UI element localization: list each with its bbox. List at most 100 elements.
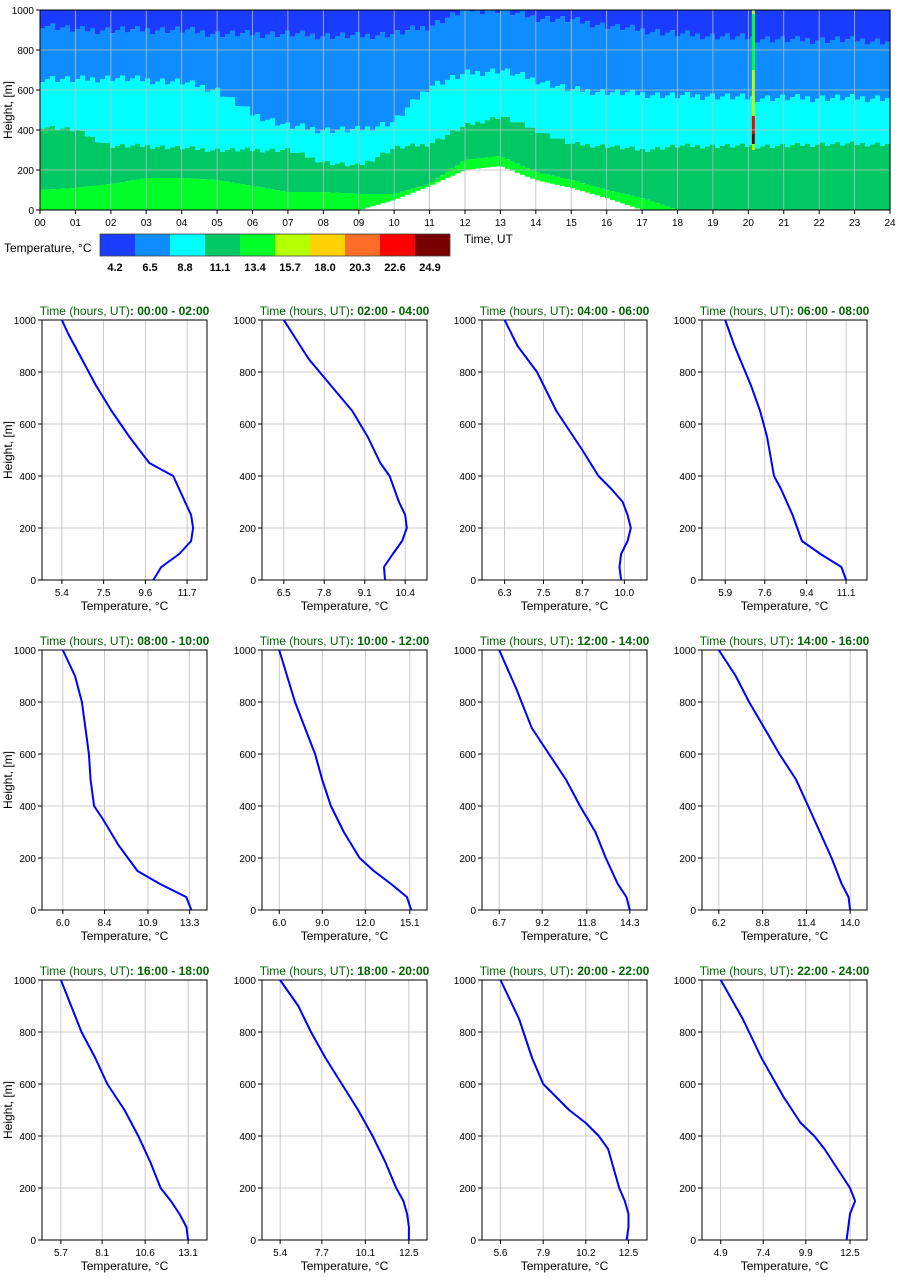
heatmap-cell [130, 10, 136, 29]
panel-x-axis-label: Temperature, °C [741, 929, 829, 943]
heatmap-cell [160, 178, 166, 210]
heatmap-cell [695, 34, 701, 95]
heatmap-cell [785, 42, 791, 100]
heatmap-cell [575, 182, 581, 190]
heatmap-cell [730, 147, 736, 210]
heatmap-cell [690, 147, 696, 210]
heatmap-cell [490, 117, 496, 157]
heatmap-cell [735, 146, 741, 210]
heatmap-cell [620, 10, 626, 30]
heatmap-spike [752, 14, 755, 70]
heatmap-cell [190, 10, 196, 27]
heatmap-cell [395, 30, 401, 115]
heatmap-cell [315, 192, 321, 210]
panel-x-tick-label: 9.1 [358, 588, 372, 599]
heatmap-cell [500, 10, 506, 70]
colorbar-label: Temperature, °C [4, 241, 92, 255]
heatmap-cell [655, 10, 661, 29]
panel-y-tick-label: 0 [30, 1236, 36, 1247]
heatmap-x-tick-label: 06 [247, 218, 259, 229]
heatmap-cell [75, 79, 81, 130]
heatmap-cell [880, 146, 886, 210]
heatmap-cell [105, 28, 111, 76]
heatmap-cell [230, 97, 236, 148]
heatmap-cell [545, 16, 551, 81]
heatmap-cell [215, 32, 221, 88]
heatmap-cell [280, 150, 286, 191]
heatmap-cell [445, 18, 451, 80]
heatmap-cell [210, 90, 216, 150]
panel-x-tick-label: 9.2 [535, 918, 549, 929]
heatmap-cell [370, 161, 376, 194]
heatmap-cell [40, 190, 46, 210]
heatmap-cell [540, 19, 546, 83]
heatmap-cell [90, 77, 96, 136]
heatmap-cell [470, 75, 476, 125]
heatmap-cell [65, 10, 71, 25]
heatmap-cell [685, 92, 691, 144]
heatmap-cell [220, 152, 226, 181]
heatmap-cell [835, 142, 841, 210]
heatmap-cell [485, 72, 491, 120]
panel-title-range: : 16:00 - 18:00 [130, 964, 210, 978]
panel-title-range: : 18:00 - 20:00 [350, 964, 430, 978]
heatmap-cell [80, 26, 86, 76]
heatmap-cell [745, 147, 751, 210]
panel-x-tick-label: 5.7 [54, 1248, 68, 1259]
heatmap-cell [245, 30, 251, 107]
heatmap-cell [820, 143, 826, 210]
heatmap-cell [175, 27, 181, 79]
panel-y-tick-label: 400 [239, 472, 256, 483]
heatmap-cell [855, 10, 861, 42]
heatmap-cell [530, 128, 536, 171]
heatmap-cell [320, 37, 326, 131]
panel-x-tick-label: 6.7 [492, 918, 506, 929]
colorbar-tick-label: 13.4 [244, 262, 266, 274]
heatmap-cell [455, 131, 461, 165]
heatmap-cell [40, 129, 46, 190]
heatmap-cell [290, 153, 296, 192]
heatmap-cell [70, 188, 76, 210]
heatmap-cell [75, 188, 81, 210]
heatmap-cell [575, 86, 581, 142]
heatmap-cell [135, 144, 141, 180]
heatmap-cell [705, 97, 711, 147]
heatmap-cell [715, 99, 721, 147]
heatmap-cell [270, 149, 276, 190]
heatmap-cell [830, 144, 836, 210]
heatmap-cell [75, 10, 81, 29]
heatmap-cell [760, 10, 766, 40]
heatmap-cell [175, 146, 181, 178]
heatmap-cell [655, 92, 661, 146]
heatmap-cell [790, 97, 796, 145]
heatmap-cell [290, 10, 296, 37]
heatmap-cell [480, 158, 486, 168]
heatmap-cell [755, 43, 761, 102]
heatmap-cell [630, 10, 636, 25]
heatmap-cell [780, 95, 786, 144]
heatmap-x-tick-label: 04 [176, 218, 188, 229]
heatmap-cell [600, 89, 606, 144]
panel-title: Time (hours, UT): 22:00 - 24:00 [700, 964, 870, 978]
heatmap-cell [130, 78, 136, 145]
panel-x-tick-label: 13.3 [180, 918, 200, 929]
heatmap-cell [160, 10, 166, 28]
heatmap-cell [615, 192, 621, 201]
panel-y-tick-label: 200 [239, 524, 256, 535]
heatmap-cell [100, 10, 106, 31]
heatmap-cell [740, 10, 746, 34]
heatmap-cell [845, 144, 851, 210]
heatmap-cell [270, 32, 276, 119]
heatmap-cell [840, 145, 846, 210]
heatmap-cell [115, 10, 121, 30]
panel-x-tick-label: 10.6 [135, 1248, 155, 1259]
panel-y-tick-label: 400 [459, 802, 476, 813]
heatmap-cell [310, 192, 316, 210]
heatmap-cell [720, 10, 726, 37]
heatmap-cell [525, 18, 531, 80]
panel-title: Time (hours, UT): 18:00 - 20:00 [260, 964, 430, 978]
heatmap-cell [670, 145, 676, 209]
heatmap-cell [680, 146, 686, 210]
panel-y-tick-label: 400 [19, 802, 36, 813]
heatmap-cell [190, 27, 196, 80]
